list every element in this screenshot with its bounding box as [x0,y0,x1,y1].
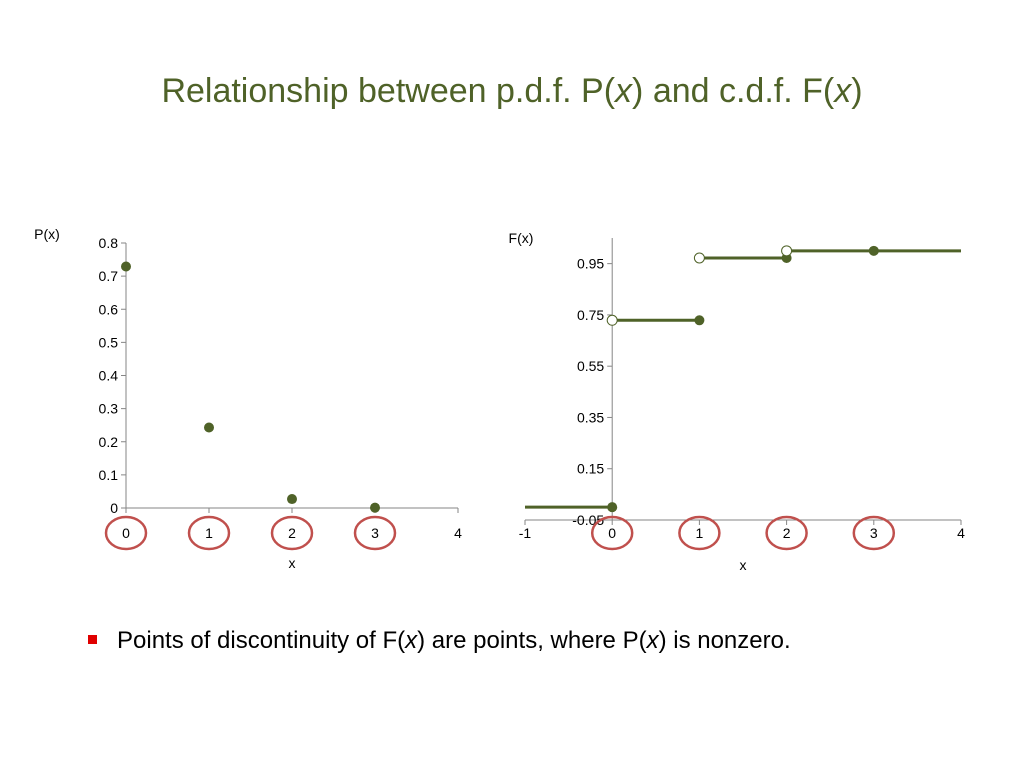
y-tick-label: 0.6 [99,301,119,317]
x-axis-label: x [740,557,747,573]
data-point [370,502,380,513]
bullet-var1: x [405,627,418,654]
bullet-point: Points of discontinuity of F(x) are poin… [88,627,791,655]
bullet-part2: ) are points, where P( [417,627,647,654]
highlight-circle [678,515,721,551]
filled-point [868,245,879,256]
highlight-circle [104,515,148,551]
bullet-var2: x [646,627,659,654]
x-tick-label: 0 [608,525,616,541]
highlight-circle [852,515,896,551]
y-axis-label: P(x) [34,226,60,242]
highlight-circle [187,515,231,551]
bullet-part1: Points of discontinuity of F( [117,627,406,654]
x-tick-label: 1 [205,525,213,541]
y-tick-label: 0.2 [99,434,119,450]
y-tick-label: 0.1 [99,467,119,483]
y-tick-label: 0.15 [577,461,604,477]
title-var1: x [615,72,633,110]
x-tick-label: 3 [371,525,379,541]
highlight-circle [353,515,397,551]
title-suffix: ) [851,72,863,110]
filled-point [694,315,705,326]
bullet-part3: ) is nonzero. [658,627,791,654]
y-tick-label: 0 [110,500,118,516]
highlight-circle [765,515,808,551]
filled-point [607,502,618,513]
title-prefix: Relationship between p.d.f. P( [161,72,616,110]
slide-title: Relationship between p.d.f. P(x) and c.d… [0,72,1024,111]
data-point [204,422,214,433]
y-tick-label: 0.8 [99,235,119,251]
data-point [121,261,131,272]
y-tick-label: 0.35 [577,409,604,425]
x-tick-label: 3 [870,525,878,541]
open-point [606,314,618,326]
x-tick-label: 4 [957,525,965,541]
y-tick-label: 0.95 [577,256,604,272]
highlight-circle [270,515,314,551]
bullet-marker-icon [88,635,97,644]
title-var2: x [834,72,852,110]
y-tick-label: 0.4 [99,368,119,384]
x-tick-label: 0 [122,525,130,541]
y-tick-label: 0.75 [577,307,604,323]
y-tick-label: 0.3 [99,401,119,417]
open-point [693,252,705,264]
data-point [287,494,297,505]
y-tick-label: 0.5 [99,334,119,350]
highlight-circle [590,515,634,551]
y-tick-label: 0.7 [99,268,119,284]
x-tick-label: 4 [454,525,462,541]
open-point [781,245,793,257]
y-tick-label: 0.55 [577,358,604,374]
x-tick-label: 1 [696,525,704,541]
x-tick-label: 2 [288,525,296,541]
title-middle: ) and c.d.f. F( [632,72,835,110]
x-tick-label: 2 [783,525,791,541]
x-axis-label: x [289,555,296,571]
y-axis-label: F(x) [509,230,534,246]
x-tick-label: -1 [519,525,532,541]
